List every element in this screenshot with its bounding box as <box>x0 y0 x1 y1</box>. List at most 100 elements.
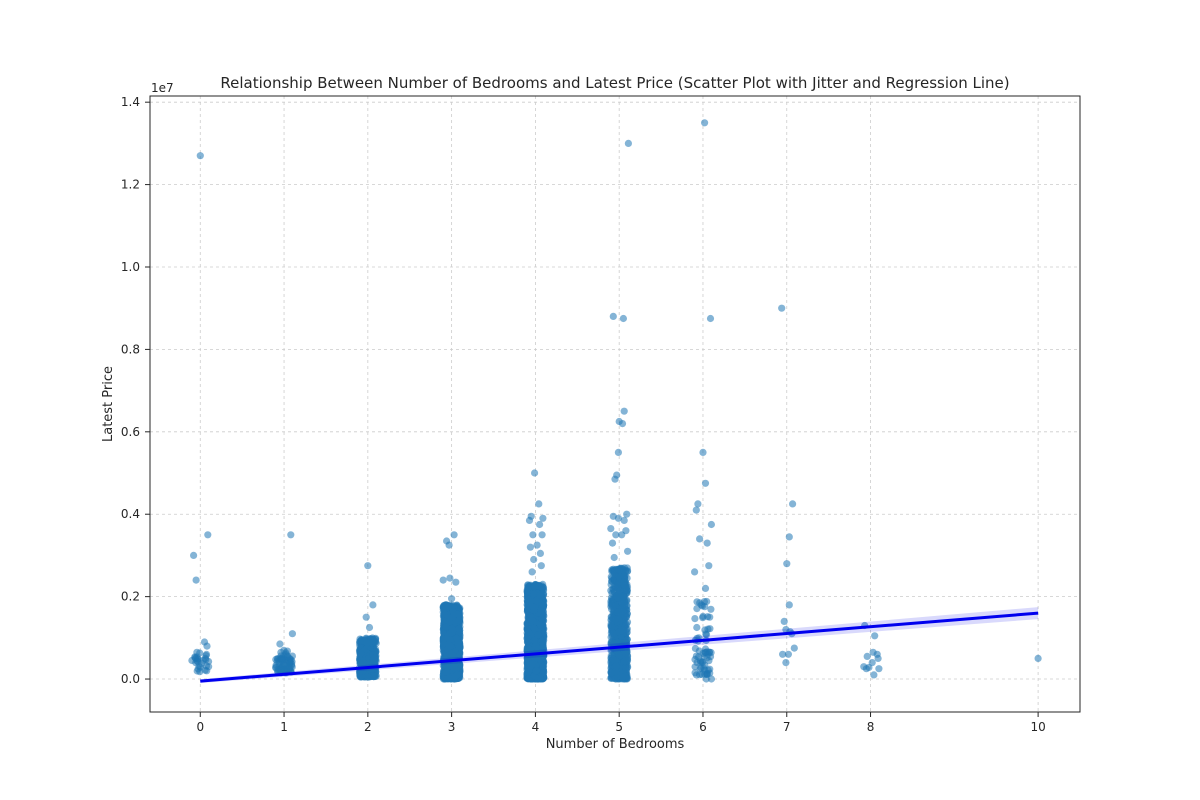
data-point <box>534 631 542 639</box>
data-point <box>785 533 793 541</box>
data-point <box>701 584 710 593</box>
data-point <box>696 535 704 543</box>
y-tick-label: 0.2 <box>121 590 140 604</box>
data-point <box>539 662 547 671</box>
data-point <box>608 623 616 631</box>
x-tick-label: 2 <box>364 720 372 734</box>
data-point <box>706 314 715 323</box>
data-point <box>612 615 620 624</box>
data-point <box>364 659 373 668</box>
data-point <box>706 613 714 621</box>
data-point <box>362 613 370 621</box>
data-point <box>528 660 536 668</box>
data-point <box>620 516 628 525</box>
data-point <box>190 551 198 560</box>
data-point <box>531 469 539 477</box>
data-point <box>707 520 716 529</box>
data-point <box>790 644 798 652</box>
data-point <box>448 624 456 633</box>
data-point <box>287 531 295 539</box>
data-point <box>364 562 372 570</box>
x-tick-label: 0 <box>196 720 204 734</box>
data-point <box>870 671 878 679</box>
data-point <box>288 630 296 638</box>
data-point <box>450 531 458 539</box>
data-point <box>535 500 543 508</box>
data-point <box>620 593 628 601</box>
data-point <box>692 671 701 679</box>
data-point <box>526 543 535 551</box>
data-point <box>697 601 705 609</box>
grid <box>150 96 1080 712</box>
data-point <box>615 566 623 574</box>
data-point <box>455 616 463 625</box>
data-point <box>620 579 628 587</box>
x-tick-label: 5 <box>615 720 623 734</box>
x-axis-label: Number of Bedrooms <box>546 737 685 752</box>
data-point <box>528 568 536 576</box>
data-point <box>276 640 284 648</box>
data-point <box>862 665 871 673</box>
data-point <box>619 673 627 681</box>
data-point <box>369 601 377 609</box>
y-axis-label: Latest Price <box>101 366 116 442</box>
data-point <box>621 657 629 666</box>
data-point <box>620 407 628 415</box>
data-point <box>607 525 615 533</box>
data-point <box>538 531 546 539</box>
data-point <box>784 650 793 658</box>
chart-title: Relationship Between Number of Bedrooms … <box>220 74 1009 92</box>
data-point <box>536 549 545 558</box>
data-point <box>533 541 541 549</box>
data-point <box>785 601 793 609</box>
data-point <box>619 314 628 323</box>
data-point <box>703 539 711 547</box>
data-point <box>610 607 618 615</box>
data-point <box>624 139 633 147</box>
data-point <box>609 312 617 320</box>
data-point <box>448 595 456 603</box>
data-points <box>188 119 1042 683</box>
data-point <box>1034 654 1042 663</box>
data-point <box>445 541 453 549</box>
data-point <box>370 655 378 663</box>
data-point <box>869 648 877 656</box>
data-point <box>203 642 211 650</box>
data-point <box>875 665 883 673</box>
x-tick-label: 6 <box>699 720 707 734</box>
x-tick-label: 8 <box>867 720 875 734</box>
x-tick-label: 4 <box>532 720 540 734</box>
data-point <box>782 659 790 667</box>
data-point <box>610 553 618 562</box>
y-tick-label: 1.0 <box>121 260 140 274</box>
data-point <box>452 578 460 586</box>
data-point <box>524 637 532 645</box>
y-tick-label: 1.2 <box>121 178 140 192</box>
data-point <box>699 448 707 456</box>
data-point <box>619 626 627 634</box>
data-point <box>455 643 464 652</box>
data-point <box>371 672 379 681</box>
data-point <box>536 621 544 629</box>
data-point <box>780 617 788 626</box>
data-point <box>536 590 544 599</box>
data-point <box>530 606 538 614</box>
data-point <box>694 500 702 508</box>
data-point <box>623 510 631 518</box>
data-point <box>446 618 454 626</box>
data-point <box>691 615 699 623</box>
data-point <box>530 555 538 564</box>
data-point <box>357 649 365 657</box>
data-point <box>783 560 791 568</box>
data-point <box>540 601 548 609</box>
data-point <box>365 623 374 632</box>
data-point <box>701 479 710 487</box>
data-point <box>192 576 200 584</box>
data-point <box>611 475 619 483</box>
data-point <box>618 420 627 428</box>
y-offset-label: 1e7 <box>151 81 174 95</box>
data-point <box>525 516 534 525</box>
x-tick-label: 1 <box>280 720 288 734</box>
data-point <box>530 625 539 633</box>
y-tick-label: 0.4 <box>121 507 140 521</box>
